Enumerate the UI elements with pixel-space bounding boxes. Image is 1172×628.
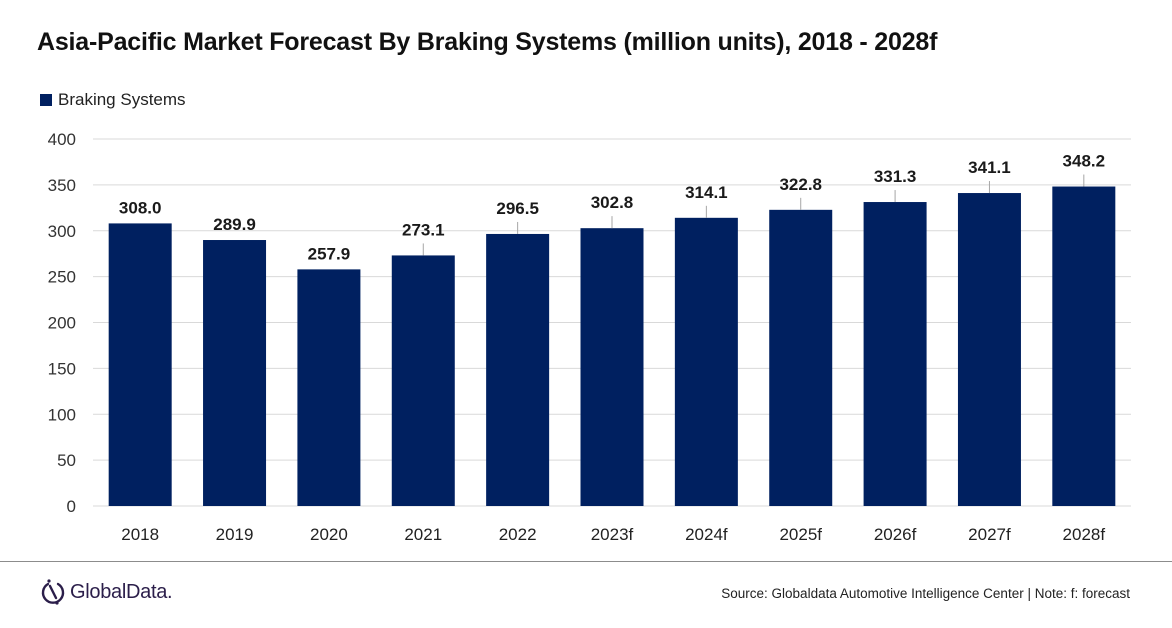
globaldata-logo[interactable]: GlobalData. xyxy=(40,578,173,606)
data-label: 296.5 xyxy=(496,199,539,218)
y-tick-label: 150 xyxy=(48,359,76,378)
label-leader-lines xyxy=(422,174,1085,256)
bar-chart: 0 50 100 150 200 250 300 350 400 308.0 289.9 257.9… xyxy=(48,130,1131,544)
data-label: 348.2 xyxy=(1063,152,1106,171)
bar xyxy=(1052,186,1116,507)
x-tick-label: 2021 xyxy=(404,525,442,544)
globaldata-logo-icon xyxy=(40,578,66,606)
bar xyxy=(674,217,738,507)
data-label: 308.0 xyxy=(119,198,162,217)
data-label: 331.3 xyxy=(874,167,917,186)
x-tick-label: 2026f xyxy=(874,525,917,544)
bar xyxy=(486,233,550,506)
x-tick-label: 2028f xyxy=(1063,525,1106,544)
y-tick-label: 100 xyxy=(48,405,76,424)
legend: Braking Systems xyxy=(40,90,186,110)
logo-text: GlobalData. xyxy=(70,580,173,603)
source-note: Source: Globaldata Automotive Intelligen… xyxy=(721,586,1130,601)
bar xyxy=(580,228,644,506)
y-tick-label: 50 xyxy=(57,451,76,470)
x-axis-ticks: 2018 2019 2020 2021 2022 2023f 2024f 2025f 2026f… xyxy=(121,525,1105,544)
bar xyxy=(863,202,927,506)
data-label: 289.9 xyxy=(213,215,256,234)
bars xyxy=(108,186,1116,507)
chart-title: Asia-Pacific Market Forecast By Braking … xyxy=(37,28,938,56)
bar xyxy=(957,193,1021,506)
y-tick-label: 0 xyxy=(67,497,76,516)
x-tick-label: 2027f xyxy=(968,525,1011,544)
footer-divider xyxy=(0,561,1172,562)
bar xyxy=(108,223,172,506)
x-tick-label: 2022 xyxy=(499,525,537,544)
x-tick-label: 2025f xyxy=(779,525,822,544)
bar xyxy=(391,255,455,506)
data-label: 302.8 xyxy=(591,193,634,212)
data-label: 257.9 xyxy=(308,244,351,263)
data-labels: 308.0 289.9 257.9 273.1 296.5 302.8 314.1 322.8… xyxy=(119,152,1105,264)
x-tick-label: 2023f xyxy=(591,525,634,544)
y-tick-label: 300 xyxy=(48,222,76,241)
legend-label-braking-systems: Braking Systems xyxy=(58,90,186,109)
data-label: 314.1 xyxy=(685,183,728,202)
y-tick-label: 200 xyxy=(48,314,76,333)
legend-swatch-braking-systems xyxy=(40,94,52,106)
y-axis-ticks: 0 50 100 150 200 250 300 350 400 xyxy=(48,130,76,516)
bar xyxy=(769,209,833,506)
x-tick-label: 2020 xyxy=(310,525,348,544)
y-tick-label: 350 xyxy=(48,176,76,195)
data-label: 341.1 xyxy=(968,158,1011,177)
data-label: 273.1 xyxy=(402,220,445,239)
y-tick-label: 400 xyxy=(48,130,76,149)
x-tick-label: 2019 xyxy=(216,525,254,544)
x-tick-label: 2018 xyxy=(121,525,159,544)
y-tick-label: 250 xyxy=(48,268,76,287)
bar xyxy=(203,240,267,506)
bar xyxy=(297,269,361,506)
x-tick-label: 2024f xyxy=(685,525,728,544)
data-label: 322.8 xyxy=(779,175,822,194)
